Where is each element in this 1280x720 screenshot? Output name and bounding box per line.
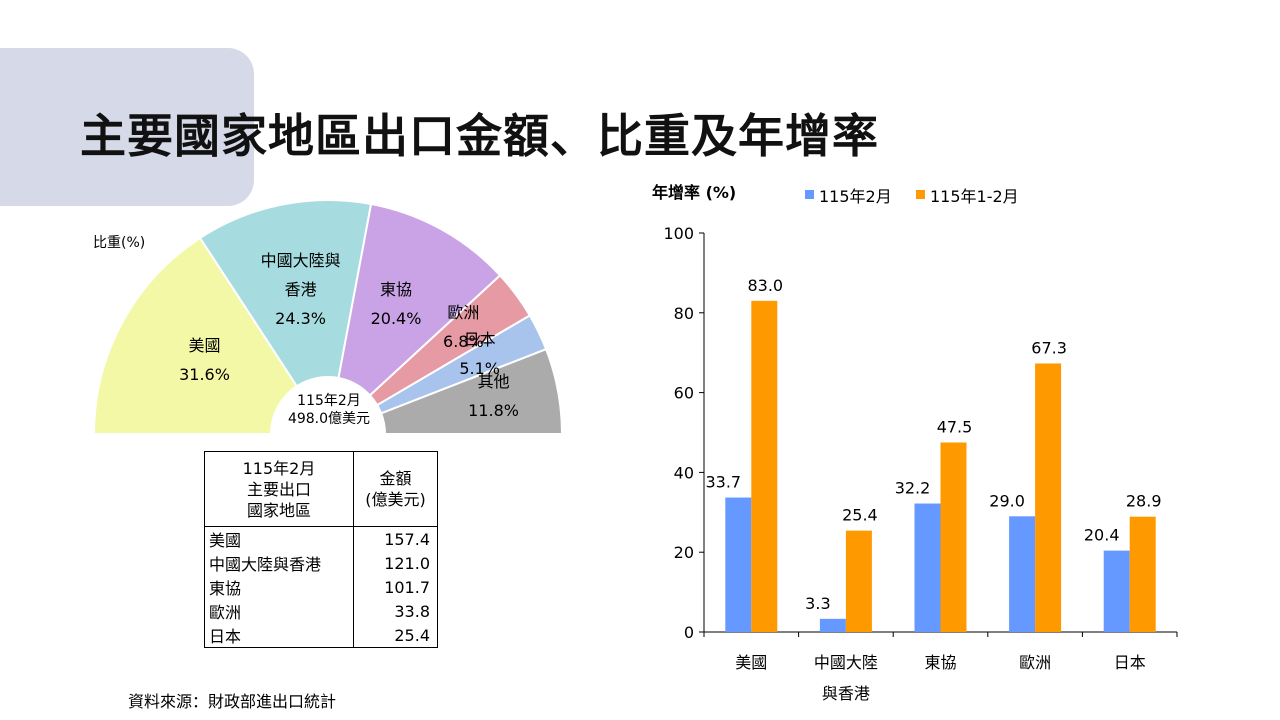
pie-slice-label: 其他 11.8% bbox=[444, 371, 544, 432]
pie-total-period: 115年2月 bbox=[297, 393, 361, 409]
pie-slice-name: 中國大陸與 bbox=[260, 250, 341, 270]
y-tick-label: 60 bbox=[674, 384, 694, 403]
table-row: 中國大陸與香港 121.0 bbox=[204, 551, 438, 575]
table-cell-region: 東協 bbox=[204, 575, 354, 599]
table-header-line: 國家地區 bbox=[246, 500, 311, 520]
bar bbox=[940, 442, 967, 632]
bar-value-label: 29.0 bbox=[989, 491, 1025, 510]
pie-slice-percent: 24.3% bbox=[275, 308, 326, 328]
bar-value-label: 32.2 bbox=[895, 479, 931, 498]
pie-share-label: 比重(%) bbox=[93, 235, 146, 251]
table-cell-amount: 101.7 bbox=[353, 575, 438, 599]
bar-value-label: 25.4 bbox=[842, 506, 878, 525]
pie-slice-name: 東協 bbox=[380, 280, 413, 300]
bar-value-label: 47.5 bbox=[937, 417, 973, 436]
pie-center-hole bbox=[270, 376, 386, 440]
x-tick-label: 歐洲 bbox=[1019, 653, 1051, 672]
bar-value-label: 33.7 bbox=[705, 473, 741, 492]
pie-total: 115年2月 498.0億美元 bbox=[270, 392, 388, 428]
bar bbox=[1009, 516, 1036, 632]
pie-slice-percent: 20.4% bbox=[370, 309, 422, 329]
bar bbox=[1129, 516, 1156, 632]
table-row: 日本 25.4 bbox=[204, 623, 438, 648]
pie-slice-label: 中國大陸與香港 24.3% bbox=[251, 250, 351, 340]
bar-value-label: 83.0 bbox=[747, 276, 783, 295]
bar-value-label: 67.3 bbox=[1031, 338, 1067, 357]
y-tick-label: 100 bbox=[663, 224, 694, 243]
y-tick-label: 20 bbox=[674, 543, 694, 562]
x-tick-label: 中國大陸 bbox=[814, 653, 878, 672]
table-cell-amount: 25.4 bbox=[353, 623, 438, 648]
pie-slice-label: 東協 20.4% bbox=[346, 282, 446, 340]
pie-slice-percent: 6.8% bbox=[443, 331, 484, 351]
legend-label: 115年2月 bbox=[819, 187, 892, 206]
table-header-line: 金額 bbox=[379, 469, 412, 488]
bar-value-label: 28.9 bbox=[1126, 492, 1162, 511]
table-header-region: 115年2月 主要出口 國家地區 bbox=[204, 451, 354, 527]
pie-slices bbox=[92, 199, 564, 437]
bar bbox=[845, 530, 872, 632]
pie-slice bbox=[92, 236, 330, 435]
pie-slice bbox=[198, 199, 373, 437]
bar bbox=[751, 300, 778, 632]
growth-bar-chart: 年增率 (%) 115年2月 115年1-2月 0 20 40 60 80 100 33.7 83.… bbox=[652, 183, 1178, 703]
bar bbox=[914, 503, 941, 632]
x-tick-label: 東協 bbox=[924, 653, 956, 672]
x-tick-label: 與香港 bbox=[822, 684, 870, 703]
table-row: 東協 101.7 bbox=[204, 575, 438, 599]
pie-slice bbox=[327, 347, 564, 435]
bar-value-label: 3.3 bbox=[805, 594, 830, 613]
x-tick-label: 日本 bbox=[1114, 653, 1146, 672]
table-header-line: 115年2月 bbox=[242, 458, 316, 478]
export-table: 115年2月 主要出口 國家地區 金額 (億美元) 美國 157.4 中國大陸與… bbox=[204, 451, 438, 648]
pie-slice-name: 歐洲 bbox=[447, 302, 480, 322]
table-cell-region: 美國 bbox=[204, 526, 354, 551]
pie-slice-name: 香港 bbox=[284, 279, 317, 299]
table-cell-region: 日本 bbox=[204, 623, 354, 648]
pie-slice-label: 歐洲 6.8% bbox=[413, 302, 513, 363]
bar bbox=[725, 497, 752, 632]
table-header-line: (億美元) bbox=[365, 490, 426, 509]
table-cell-amount: 33.8 bbox=[353, 599, 438, 623]
pie-chart bbox=[92, 199, 564, 440]
table-row: 美國 157.4 bbox=[204, 526, 438, 551]
pie-slice bbox=[326, 202, 502, 437]
pie-slice-name: 美國 bbox=[188, 336, 221, 356]
pie-slice-name: 日本 bbox=[463, 329, 496, 349]
bar bbox=[1103, 550, 1130, 632]
table-cell-amount: 157.4 bbox=[353, 526, 438, 551]
table-header-line: 主要出口 bbox=[246, 479, 311, 499]
table-row: 歐洲 33.8 bbox=[204, 599, 438, 623]
legend-swatch bbox=[916, 190, 925, 199]
bar bbox=[819, 618, 846, 632]
table-header-amount: 金額 (億美元) bbox=[353, 451, 438, 527]
bar bbox=[1035, 363, 1062, 632]
pie-slice-name: 其他 bbox=[477, 371, 510, 391]
table-cell-amount: 121.0 bbox=[353, 551, 438, 575]
y-tick-label: 0 bbox=[684, 623, 694, 642]
legend-swatch bbox=[805, 190, 814, 199]
x-tick-label: 美國 bbox=[735, 653, 767, 672]
page-title: 主要國家地區出口金額、比重及年增率 bbox=[80, 109, 879, 163]
y-tick-label: 80 bbox=[674, 304, 694, 323]
pie-slice-percent: 11.8% bbox=[468, 400, 519, 420]
pie-slice-percent: 5.1% bbox=[459, 358, 500, 378]
pie-slice-label: 美國 31.6% bbox=[155, 338, 255, 396]
pie-slice-percent: 31.6% bbox=[179, 365, 230, 385]
pie-total-amount: 498.0億美元 bbox=[287, 411, 371, 427]
pie-slice-label: 日本 5.1% bbox=[430, 329, 530, 390]
legend-label: 115年1-2月 bbox=[930, 187, 1019, 206]
table-cell-region: 中國大陸與香港 bbox=[204, 551, 354, 575]
source-note: 資料來源：財政部進出口統計 bbox=[128, 692, 337, 711]
y-axis-label: 年增率 (%) bbox=[652, 183, 736, 202]
bar-value-label: 20.4 bbox=[1084, 526, 1120, 545]
title-tab-decoration bbox=[0, 48, 254, 206]
table-cell-region: 歐洲 bbox=[204, 599, 354, 623]
y-tick-label: 40 bbox=[674, 463, 694, 482]
